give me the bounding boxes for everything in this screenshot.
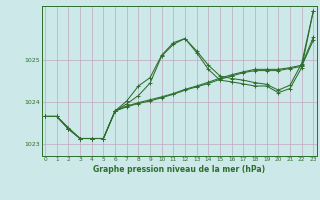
X-axis label: Graphe pression niveau de la mer (hPa): Graphe pression niveau de la mer (hPa): [93, 165, 265, 174]
